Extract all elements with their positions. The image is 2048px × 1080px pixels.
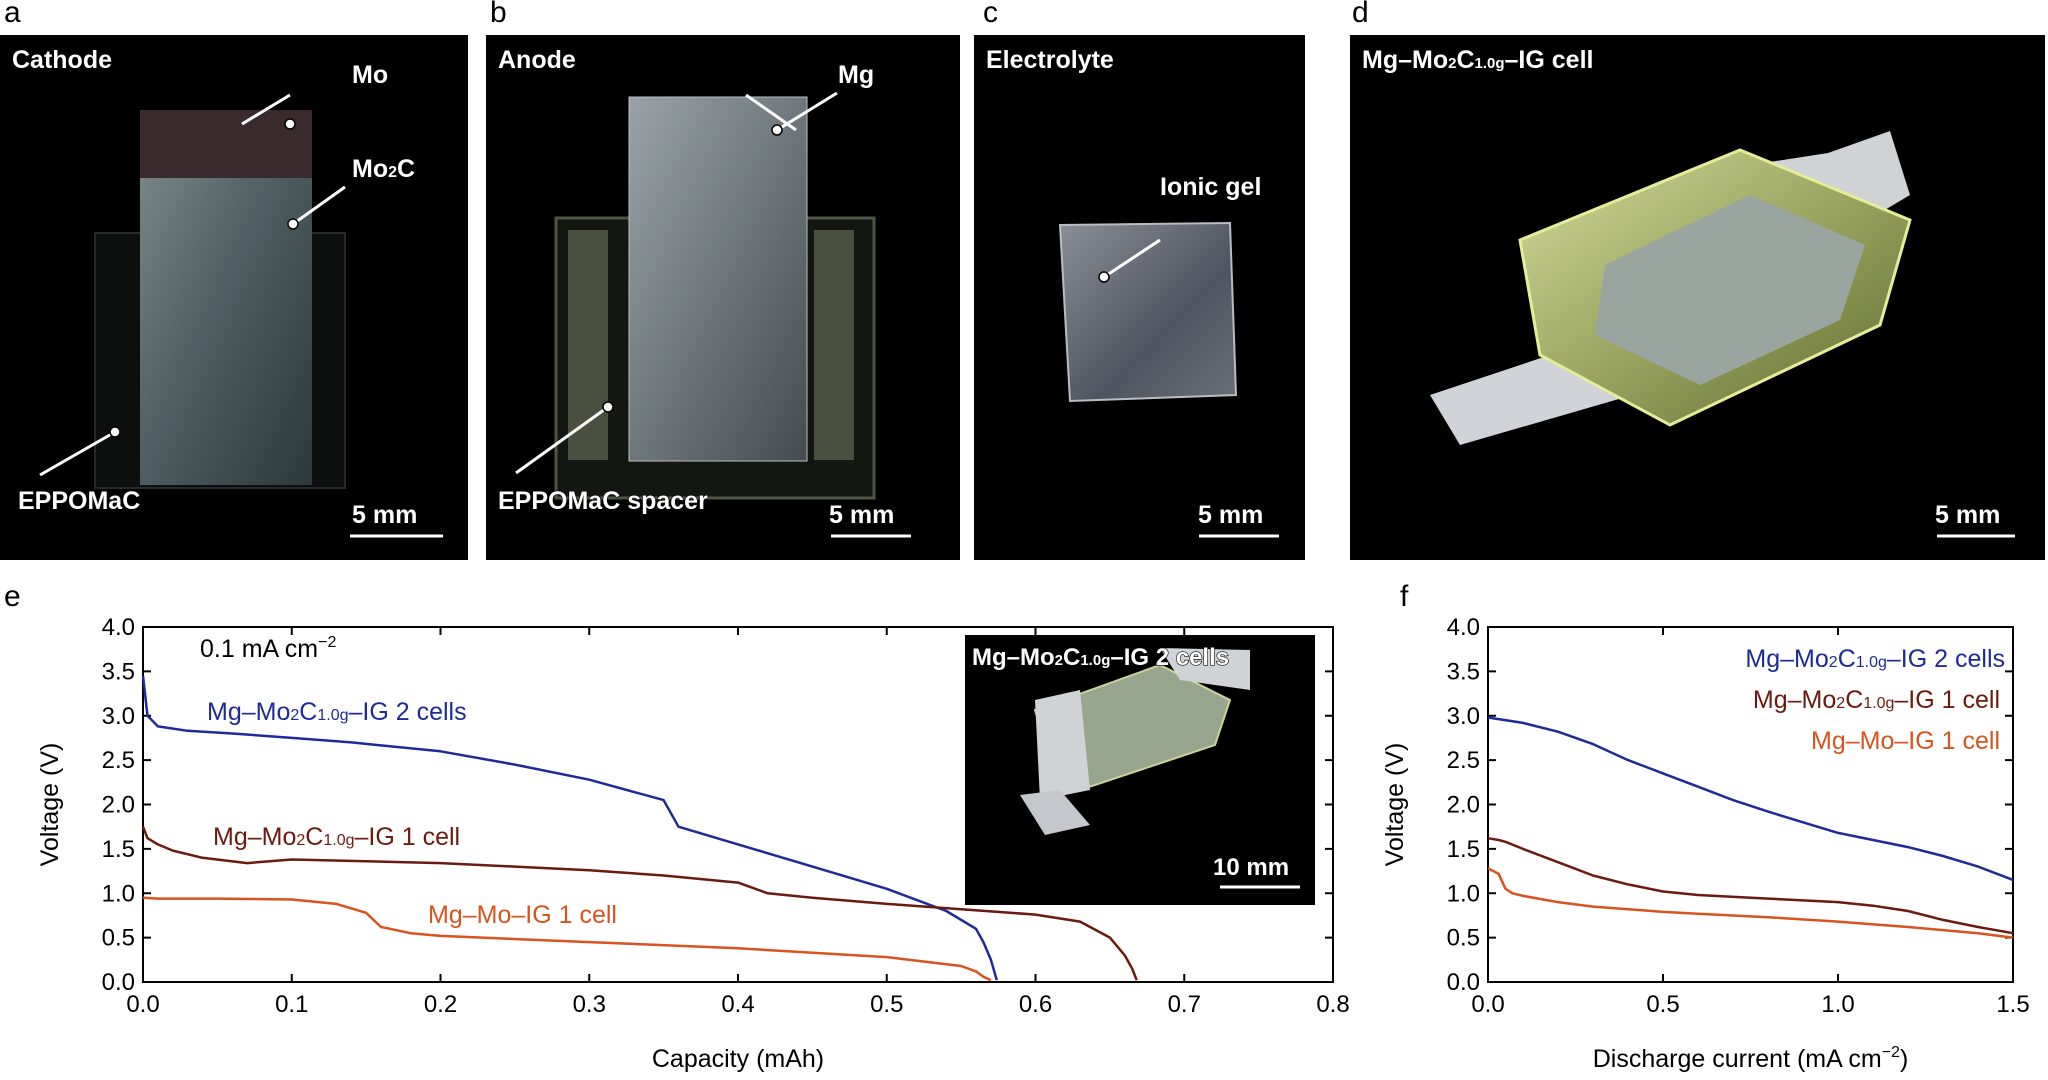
e-xtick-label: 0.6 xyxy=(1019,991,1052,1018)
photo-cathode-drawing: Cathode Mo Mo2C EPPOMaC 5 mm xyxy=(11,45,443,538)
f-xtick-label: 1.0 xyxy=(1821,991,1854,1018)
chart-f-label-2cells: Mg–Mo2C1.0g–IG 2 cells xyxy=(1745,645,2005,673)
e-ytick-label: 2.5 xyxy=(102,747,135,774)
label-mo: Mo xyxy=(352,61,388,89)
e-ytick-label: 0.5 xyxy=(102,925,135,952)
e-series-line-1 xyxy=(141,826,1138,981)
chart-e-inset-photo: Mg–Mo2C1.0g–IG 2 cells 10 mm xyxy=(965,635,1315,905)
e-xtick-label: 0.8 xyxy=(1316,991,1349,1018)
e-xtick-label: 0.0 xyxy=(126,991,159,1018)
photo-electrolyte-drawing: Electrolyte Ionic gel 5 mm xyxy=(985,45,1279,538)
chart-f-x-ticks: 0.0 0.5 1.0 1.5 xyxy=(1471,627,2030,1018)
scale-bar-c: 5 mm xyxy=(1198,501,1263,529)
chart-e-label-2cells: Mg–Mo2C1.0g–IG 2 cells xyxy=(207,698,467,726)
label-anode: Anode xyxy=(498,46,576,74)
f-series-line-0 xyxy=(1487,716,2014,882)
f-ytick-label: 2.5 xyxy=(1447,747,1480,774)
e-xtick-label: 0.5 xyxy=(870,991,903,1018)
f-ytick-label: 4.0 xyxy=(1447,614,1480,641)
ionic-gel-sheet xyxy=(1058,221,1238,403)
chart-f-label-mo: Mg–Mo–IG 1 cell xyxy=(1811,727,2000,755)
e-ytick-label: 0.0 xyxy=(102,969,135,996)
label-electrolyte: Electrolyte xyxy=(986,46,1114,74)
e-ytick-label: 3.5 xyxy=(102,658,135,685)
e-xtick-label: 0.2 xyxy=(424,991,457,1018)
e-series-line-0 xyxy=(141,675,999,981)
e-xtick-label: 0.7 xyxy=(1168,991,1201,1018)
chart-e-xlabel: Capacity (mAh) xyxy=(652,1045,824,1073)
panel-letter-b: b xyxy=(490,0,507,29)
label-cell-title: Mg–Mo2C1.0g–IG cell xyxy=(1362,46,1593,74)
e-ytick-label: 3.0 xyxy=(102,703,135,730)
label-spacer: EPPOMaC spacer xyxy=(498,487,708,515)
chart-e-label-1cell: Mg–Mo2C1.0g–IG 1 cell xyxy=(213,823,460,851)
chart-f-ylabel: Voltage (V) xyxy=(1381,743,1409,867)
f-ytick-label: 0.5 xyxy=(1447,925,1480,952)
f-ytick-label: 2.0 xyxy=(1447,792,1480,819)
label-mo2c: Mo2C xyxy=(352,155,415,183)
label-eppomac: EPPOMaC xyxy=(18,487,140,515)
e-ytick-label: 1.5 xyxy=(102,836,135,863)
scale-bar-b: 5 mm xyxy=(829,501,894,529)
panel-letter-d: d xyxy=(1352,0,1369,29)
e-xtick-label: 0.4 xyxy=(721,991,754,1018)
label-cathode: Cathode xyxy=(12,46,112,74)
f-ytick-label: 0.0 xyxy=(1447,969,1480,996)
e-ytick-label: 2.0 xyxy=(102,792,135,819)
chart-e-ylabel: Voltage (V) xyxy=(36,743,64,867)
scale-bar-a: 5 mm xyxy=(352,501,417,529)
panel-letter-c: c xyxy=(983,0,998,29)
f-ytick-label: 3.0 xyxy=(1447,703,1480,730)
panel-letter-f: f xyxy=(1400,580,1409,613)
inset-title: Mg–Mo2C1.0g–IG 2 cells xyxy=(972,644,1229,671)
label-mg: Mg xyxy=(838,61,874,89)
f-series-line-1 xyxy=(1487,836,2014,935)
mg-foil xyxy=(628,96,808,462)
f-ytick-label: 1.5 xyxy=(1447,836,1480,863)
photo-cathode: Cathode Mo Mo2C EPPOMaC 5 mm xyxy=(0,35,468,560)
panel-letter-a: a xyxy=(4,0,21,29)
chart-e-annotation: 0.1 mA cm−2 xyxy=(200,634,336,663)
chart-f-series xyxy=(1487,716,2014,939)
chart-f: 0.0 0.5 1.0 1.5 2.0 2.5 3.0 3.5 4.0 0.0 0.5 1.0 1.5… xyxy=(1381,614,2030,1073)
chart-e-x-ticks: 0.0 0.1 0.2 0.3 0.4 0.5 0.6 0.7 0.8 xyxy=(126,627,1350,1018)
photo-electrolyte: Electrolyte Ionic gel 5 mm xyxy=(974,35,1305,560)
e-xtick-label: 0.3 xyxy=(573,991,606,1018)
f-ytick-label: 1.0 xyxy=(1447,880,1480,907)
mo-foil xyxy=(140,110,312,178)
chart-f-label-1cell: Mg–Mo2C1.0g–IG 1 cell xyxy=(1753,686,2000,714)
electrode-window xyxy=(1595,195,1865,385)
f-xtick-label: 0.5 xyxy=(1646,991,1679,1018)
photo-anode-drawing: Anode Mg EPPOMaC spacer 5 mm xyxy=(497,45,911,538)
label-ionic-gel: Ionic gel xyxy=(1160,173,1261,201)
panel-letter-e: e xyxy=(4,580,21,613)
photo-cell-drawing: Mg–Mo2C1.0g–IG cell 5 mm xyxy=(1361,45,2015,538)
chart-f-y-ticks: 0.0 0.5 1.0 1.5 2.0 2.5 3.0 3.5 4.0 xyxy=(1447,614,2013,996)
chart-e-y-ticks: 0.0 0.5 1.0 1.5 2.0 2.5 3.0 3.5 4.0 xyxy=(102,614,1333,996)
f-xtick-label: 1.5 xyxy=(1996,991,2029,1018)
f-xtick-label: 0.0 xyxy=(1471,991,1504,1018)
e-xtick-label: 0.1 xyxy=(275,991,308,1018)
e-ytick-label: 4.0 xyxy=(102,614,135,641)
chart-e-series xyxy=(141,675,1138,982)
photo-anode: Anode Mg EPPOMaC spacer 5 mm xyxy=(486,35,960,560)
chart-f-xlabel: Discharge current (mA cm−2) xyxy=(1593,1044,1909,1073)
inset-scale-bar: 10 mm xyxy=(1213,854,1289,881)
f-series-line-2 xyxy=(1487,867,2014,939)
f-ytick-label: 3.5 xyxy=(1447,658,1480,685)
charts: 0.0 0.5 1.0 1.5 2.0 2.5 3.0 3.5 4.0 0.0 0.1 0.2 0.3… xyxy=(36,614,2030,1073)
chart-e-label-mo: Mg–Mo–IG 1 cell xyxy=(428,901,617,929)
e-series-line-2 xyxy=(142,896,992,982)
chart-e: 0.0 0.5 1.0 1.5 2.0 2.5 3.0 3.5 4.0 0.0 0.1 0.2 0.3… xyxy=(36,614,1350,1073)
photo-cell: Mg–Mo2C1.0g–IG cell 5 mm xyxy=(1350,35,2045,560)
scale-bar-d: 5 mm xyxy=(1935,501,2000,529)
e-ytick-label: 1.0 xyxy=(102,880,135,907)
